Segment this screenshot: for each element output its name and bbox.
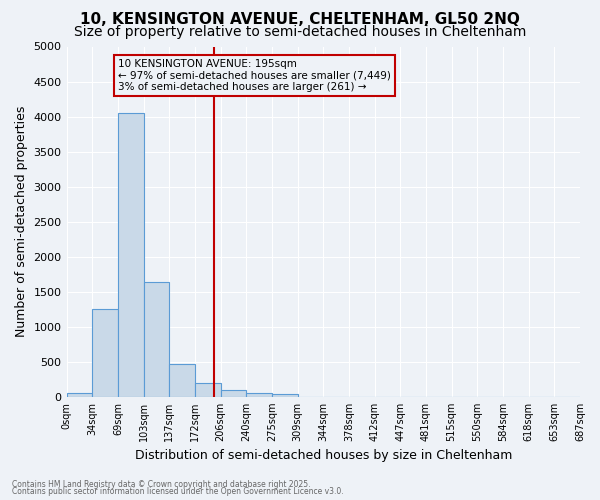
Text: Contains HM Land Registry data © Crown copyright and database right 2025.: Contains HM Land Registry data © Crown c… [12, 480, 311, 489]
Y-axis label: Number of semi-detached properties: Number of semi-detached properties [15, 106, 28, 338]
Bar [195, 383, 221, 397]
Bar [272, 394, 298, 397]
Text: Size of property relative to semi-detached houses in Cheltenham: Size of property relative to semi-detach… [74, 25, 526, 39]
Text: 10, KENSINGTON AVENUE, CHELTENHAM, GL50 2NQ: 10, KENSINGTON AVENUE, CHELTENHAM, GL50 … [80, 12, 520, 28]
Text: Contains public sector information licensed under the Open Government Licence v3: Contains public sector information licen… [12, 487, 344, 496]
Text: 10 KENSINGTON AVENUE: 195sqm
← 97% of semi-detached houses are smaller (7,449)
3: 10 KENSINGTON AVENUE: 195sqm ← 97% of se… [118, 59, 391, 92]
X-axis label: Distribution of semi-detached houses by size in Cheltenham: Distribution of semi-detached houses by … [134, 450, 512, 462]
Bar [92, 309, 118, 397]
Bar [169, 364, 195, 397]
Bar [221, 390, 246, 397]
Bar [143, 282, 169, 397]
Bar [118, 113, 143, 397]
Bar [67, 394, 92, 397]
Bar [246, 392, 272, 397]
